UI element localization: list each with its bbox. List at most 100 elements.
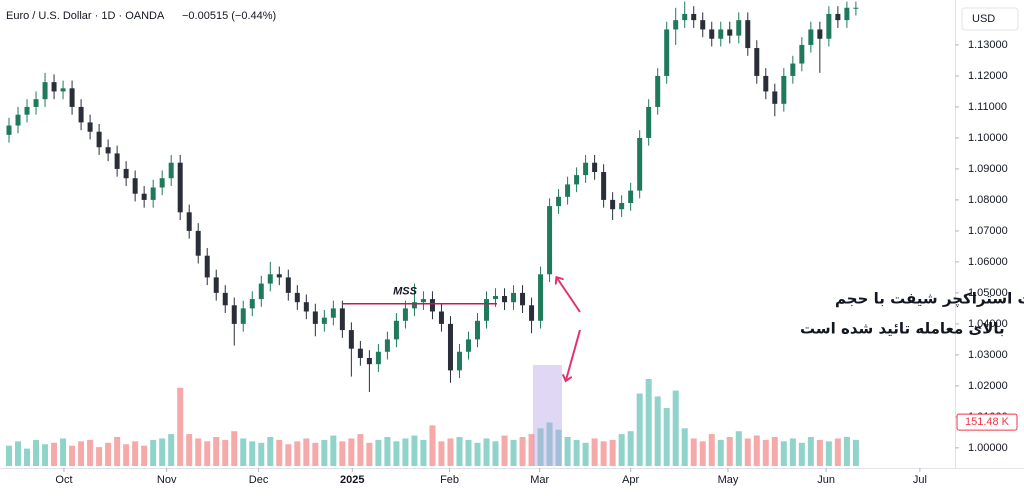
candle-body: [601, 172, 607, 200]
candle-body: [745, 20, 751, 49]
volume-bar: [15, 441, 22, 466]
candle-body: [817, 29, 823, 39]
candle-body: [285, 277, 291, 293]
candle-body: [592, 162, 598, 173]
volume-bar: [132, 441, 139, 466]
arrow: [557, 278, 581, 313]
volume-bar: [24, 448, 31, 466]
currency-box[interactable]: [961, 7, 1019, 31]
volume-label-box: [956, 413, 1018, 431]
candle-body: [772, 91, 778, 104]
volume-bar: [177, 387, 184, 466]
y-tick-label: 1.10000: [968, 132, 1008, 144]
candle-body: [186, 212, 192, 231]
volume-bar: [141, 445, 148, 466]
candle-body: [511, 292, 517, 303]
candle-body: [484, 299, 490, 321]
note-line: بالای معامله تائید شده است: [800, 320, 1005, 338]
candle-body: [520, 292, 526, 306]
candle-body: [348, 330, 354, 349]
candle-body: [276, 274, 282, 278]
volume-bar: [420, 439, 427, 466]
volume-bar: [240, 438, 247, 466]
volume-label: 151.48 K: [965, 416, 1010, 428]
candle-body: [96, 131, 102, 148]
x-tick-label: Nov: [157, 474, 177, 486]
volume-bar: [456, 437, 463, 466]
volume-bar: [411, 435, 418, 466]
volume-bar: [438, 441, 445, 466]
volume-bar: [303, 438, 310, 466]
volume-bar: [69, 445, 76, 466]
volume-bar: [366, 442, 373, 466]
volume-bar: [672, 390, 679, 466]
x-tick-label: 2025: [340, 474, 364, 486]
currency[interactable]: USD: [972, 13, 995, 25]
volume-highlight: [533, 365, 562, 466]
candle-body: [673, 20, 679, 30]
candle-body: [312, 311, 318, 324]
x-tick-label: Oct: [55, 474, 72, 486]
candle-body: [15, 114, 21, 126]
candle-body: [709, 29, 715, 39]
chart-title: Euro / U.S. Dollar · 1D · OANDA: [6, 10, 165, 22]
y-tick-label: 1.05000: [968, 287, 1008, 299]
candle-body: [664, 29, 670, 76]
candle-body: [384, 339, 390, 352]
candle-body: [556, 196, 562, 207]
volume-bar: [6, 445, 13, 466]
candle-body: [727, 29, 733, 36]
volume-bar: [681, 428, 688, 466]
candle-body: [583, 162, 589, 176]
x-tick-label: Jul: [913, 474, 927, 486]
candle-body: [502, 295, 508, 303]
y-tick-label: 1.11000: [968, 101, 1007, 113]
volume-bar: [510, 439, 517, 466]
volume-bar: [483, 438, 490, 466]
volume-bar: [465, 439, 472, 466]
volume-bar: [231, 431, 238, 466]
volume-bar: [780, 441, 787, 466]
volume-bar: [294, 441, 301, 466]
candle-body: [375, 351, 381, 365]
candle-body: [114, 153, 120, 169]
volume-bar: [60, 438, 67, 466]
candle-body: [853, 7, 859, 9]
volume-bar: [609, 439, 616, 466]
candle-body: [529, 305, 535, 321]
y-tick-label: 1.00000: [968, 442, 1008, 454]
candle-body: [33, 99, 39, 107]
volume-bar: [393, 441, 400, 466]
volume-bar: [249, 441, 256, 466]
volume-bar: [843, 437, 850, 466]
volume-bar: [762, 439, 769, 466]
volume-bar: [78, 441, 85, 466]
volume-bar: [213, 437, 220, 466]
volume-bar: [771, 437, 778, 466]
candle-body: [51, 82, 57, 92]
volume-bar: [573, 439, 580, 466]
candle-body: [222, 292, 228, 306]
volume-bar: [51, 442, 58, 466]
volume-bar: [339, 441, 346, 466]
volume-bar: [807, 437, 814, 466]
candle-body: [321, 317, 327, 324]
volume-bar: [600, 441, 607, 466]
candle-body: [69, 88, 75, 107]
y-tick-label: 1.06000: [968, 256, 1008, 268]
candle-body: [420, 299, 426, 303]
candle-body: [357, 348, 363, 358]
volume-bar: [564, 437, 571, 466]
volume-bar: [690, 438, 697, 466]
candle-body: [835, 13, 841, 21]
candle-body: [700, 20, 706, 30]
candle-body: [655, 75, 661, 107]
candle-body: [799, 44, 805, 64]
y-tick-label: 1.12000: [968, 70, 1008, 82]
volume-bar: [501, 435, 508, 466]
candle-body: [6, 125, 12, 135]
y-tick-label: 1.02000: [968, 380, 1008, 392]
volume-bar: [150, 439, 157, 466]
volume-bar: [825, 441, 832, 466]
